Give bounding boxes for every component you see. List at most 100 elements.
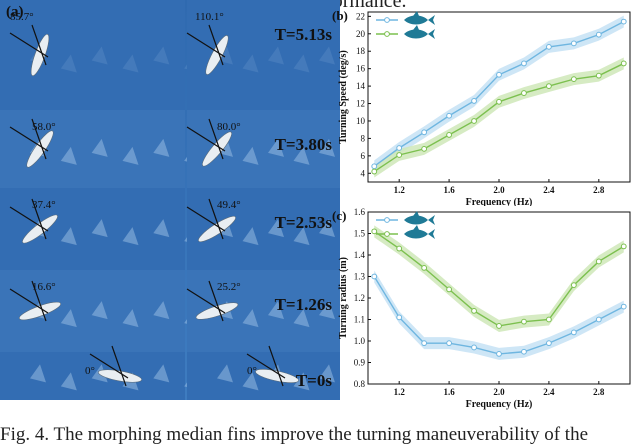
ripple <box>122 309 139 328</box>
fish-body-shape <box>404 215 428 225</box>
data-point <box>371 163 378 170</box>
ripple <box>60 227 77 246</box>
data-point <box>396 314 403 321</box>
y-tick-label: 1.5 <box>354 229 366 239</box>
fish-body <box>22 214 58 244</box>
water-background <box>0 110 185 188</box>
ripple <box>217 364 233 383</box>
robot-fish <box>205 35 229 75</box>
data-point <box>496 71 502 78</box>
data-point <box>595 72 602 79</box>
data-point <box>421 265 428 271</box>
reference-line <box>208 280 224 322</box>
fish-tail-shape <box>428 215 435 225</box>
data-point <box>546 340 552 347</box>
x-tick-label: 2.4 <box>543 185 555 195</box>
data-point <box>446 112 452 119</box>
data-point <box>595 316 602 323</box>
data-point <box>421 145 428 152</box>
y-tick-label: 0.8 <box>354 379 366 389</box>
data-point <box>496 98 502 105</box>
ripple <box>242 309 259 328</box>
x-tick-label: 2.8 <box>593 387 605 397</box>
confidence-band <box>374 57 624 178</box>
turning-speed-chart: 1.2 1.6 2.0 2.4 2.8 4 6 8 10 12 14 16 18 20 22 Frequenc… <box>332 8 631 206</box>
ripple <box>242 227 259 246</box>
y-tick-label: 18 <box>356 46 366 56</box>
data-point <box>570 329 577 336</box>
y-tick-label: 0.9 <box>354 358 366 368</box>
fish-body-shape <box>404 229 428 239</box>
y-axis-label: Turning radius (m) <box>338 257 349 339</box>
ripple <box>153 138 170 157</box>
data-point <box>396 145 403 151</box>
angle-label: 0° <box>85 365 95 377</box>
robot-fish <box>30 33 50 77</box>
data-point <box>546 83 552 90</box>
ripple <box>153 301 170 320</box>
video-frame-left: 58.0° <box>0 110 201 188</box>
time-label: T=1.26s <box>275 295 333 314</box>
x-tick-label: 2.0 <box>493 387 505 397</box>
reference-line <box>111 345 127 387</box>
ripple <box>91 138 108 157</box>
data-point <box>521 90 527 96</box>
ripple <box>268 301 284 320</box>
legend-marker <box>384 231 390 237</box>
ripple <box>319 364 335 383</box>
angle-label: 85.7° <box>10 11 34 23</box>
turning-radius-chart: 1.2 1.6 2.0 2.4 2.8 0.8 0.9 1.0 1.1 1.2 1.3 1.4 1.5 1… <box>332 207 631 410</box>
data-point <box>570 76 577 83</box>
turning-sequence-panel: 85.7° 110.1° T=5.13s 58.0° 80.0° T=3.80s 37.4°… <box>0 0 340 400</box>
y-tick-label: 10 <box>356 116 366 126</box>
ripple <box>293 54 310 73</box>
data-point <box>620 243 627 250</box>
ripple <box>122 146 139 165</box>
y-tick-label: 1.4 <box>354 250 366 260</box>
ripple <box>60 146 77 165</box>
panel-label: (c) <box>332 208 346 223</box>
angle-label: 37.4° <box>32 199 56 211</box>
data-point <box>446 340 452 347</box>
data-point <box>496 323 502 329</box>
x-tick-label: 2.8 <box>593 185 605 195</box>
ripple <box>319 219 335 238</box>
ripple <box>91 301 108 320</box>
ripple <box>153 46 170 65</box>
data-point <box>620 18 627 25</box>
x-tick-label: 1.2 <box>394 185 406 195</box>
y-tick-label: 16 <box>356 64 366 74</box>
ripple <box>91 46 108 65</box>
robot-fish <box>195 302 239 320</box>
blue-fish-icon <box>404 11 435 25</box>
x-axis-label: Frequency (Hz) <box>466 399 533 410</box>
y-axis-label: Turning Speed (deg/s) <box>338 50 349 144</box>
data-point <box>521 348 527 355</box>
data-point <box>396 245 403 252</box>
video-frame-right: 25.2° <box>186 270 340 352</box>
blue-fish-icon <box>404 211 435 225</box>
data-point <box>570 282 577 288</box>
fish-body-shape <box>404 29 428 39</box>
data-point <box>620 60 627 67</box>
fish-fin-shape <box>413 225 419 230</box>
reference-line <box>208 24 224 66</box>
ripple <box>268 138 284 157</box>
data-point <box>546 43 552 50</box>
fish-fin-shape <box>413 211 419 216</box>
y-tick-label: 6 <box>361 151 366 161</box>
video-frame-right: 80.0° <box>186 110 340 188</box>
data-point <box>521 60 527 67</box>
angle-label: 0° <box>247 365 257 377</box>
time-label: T=0s <box>296 371 333 390</box>
video-frame-left: 37.4° <box>0 188 201 270</box>
y-tick-label: 1.1 <box>354 315 365 325</box>
data-point <box>570 40 577 47</box>
data-point <box>446 286 452 293</box>
ripple <box>153 219 170 238</box>
angle-label: 25.2° <box>217 281 241 293</box>
y-tick-label: 1.2 <box>354 293 365 303</box>
x-tick-label: 2.4 <box>543 387 555 397</box>
x-tick-label: 1.2 <box>394 387 406 397</box>
ripple <box>60 54 77 73</box>
